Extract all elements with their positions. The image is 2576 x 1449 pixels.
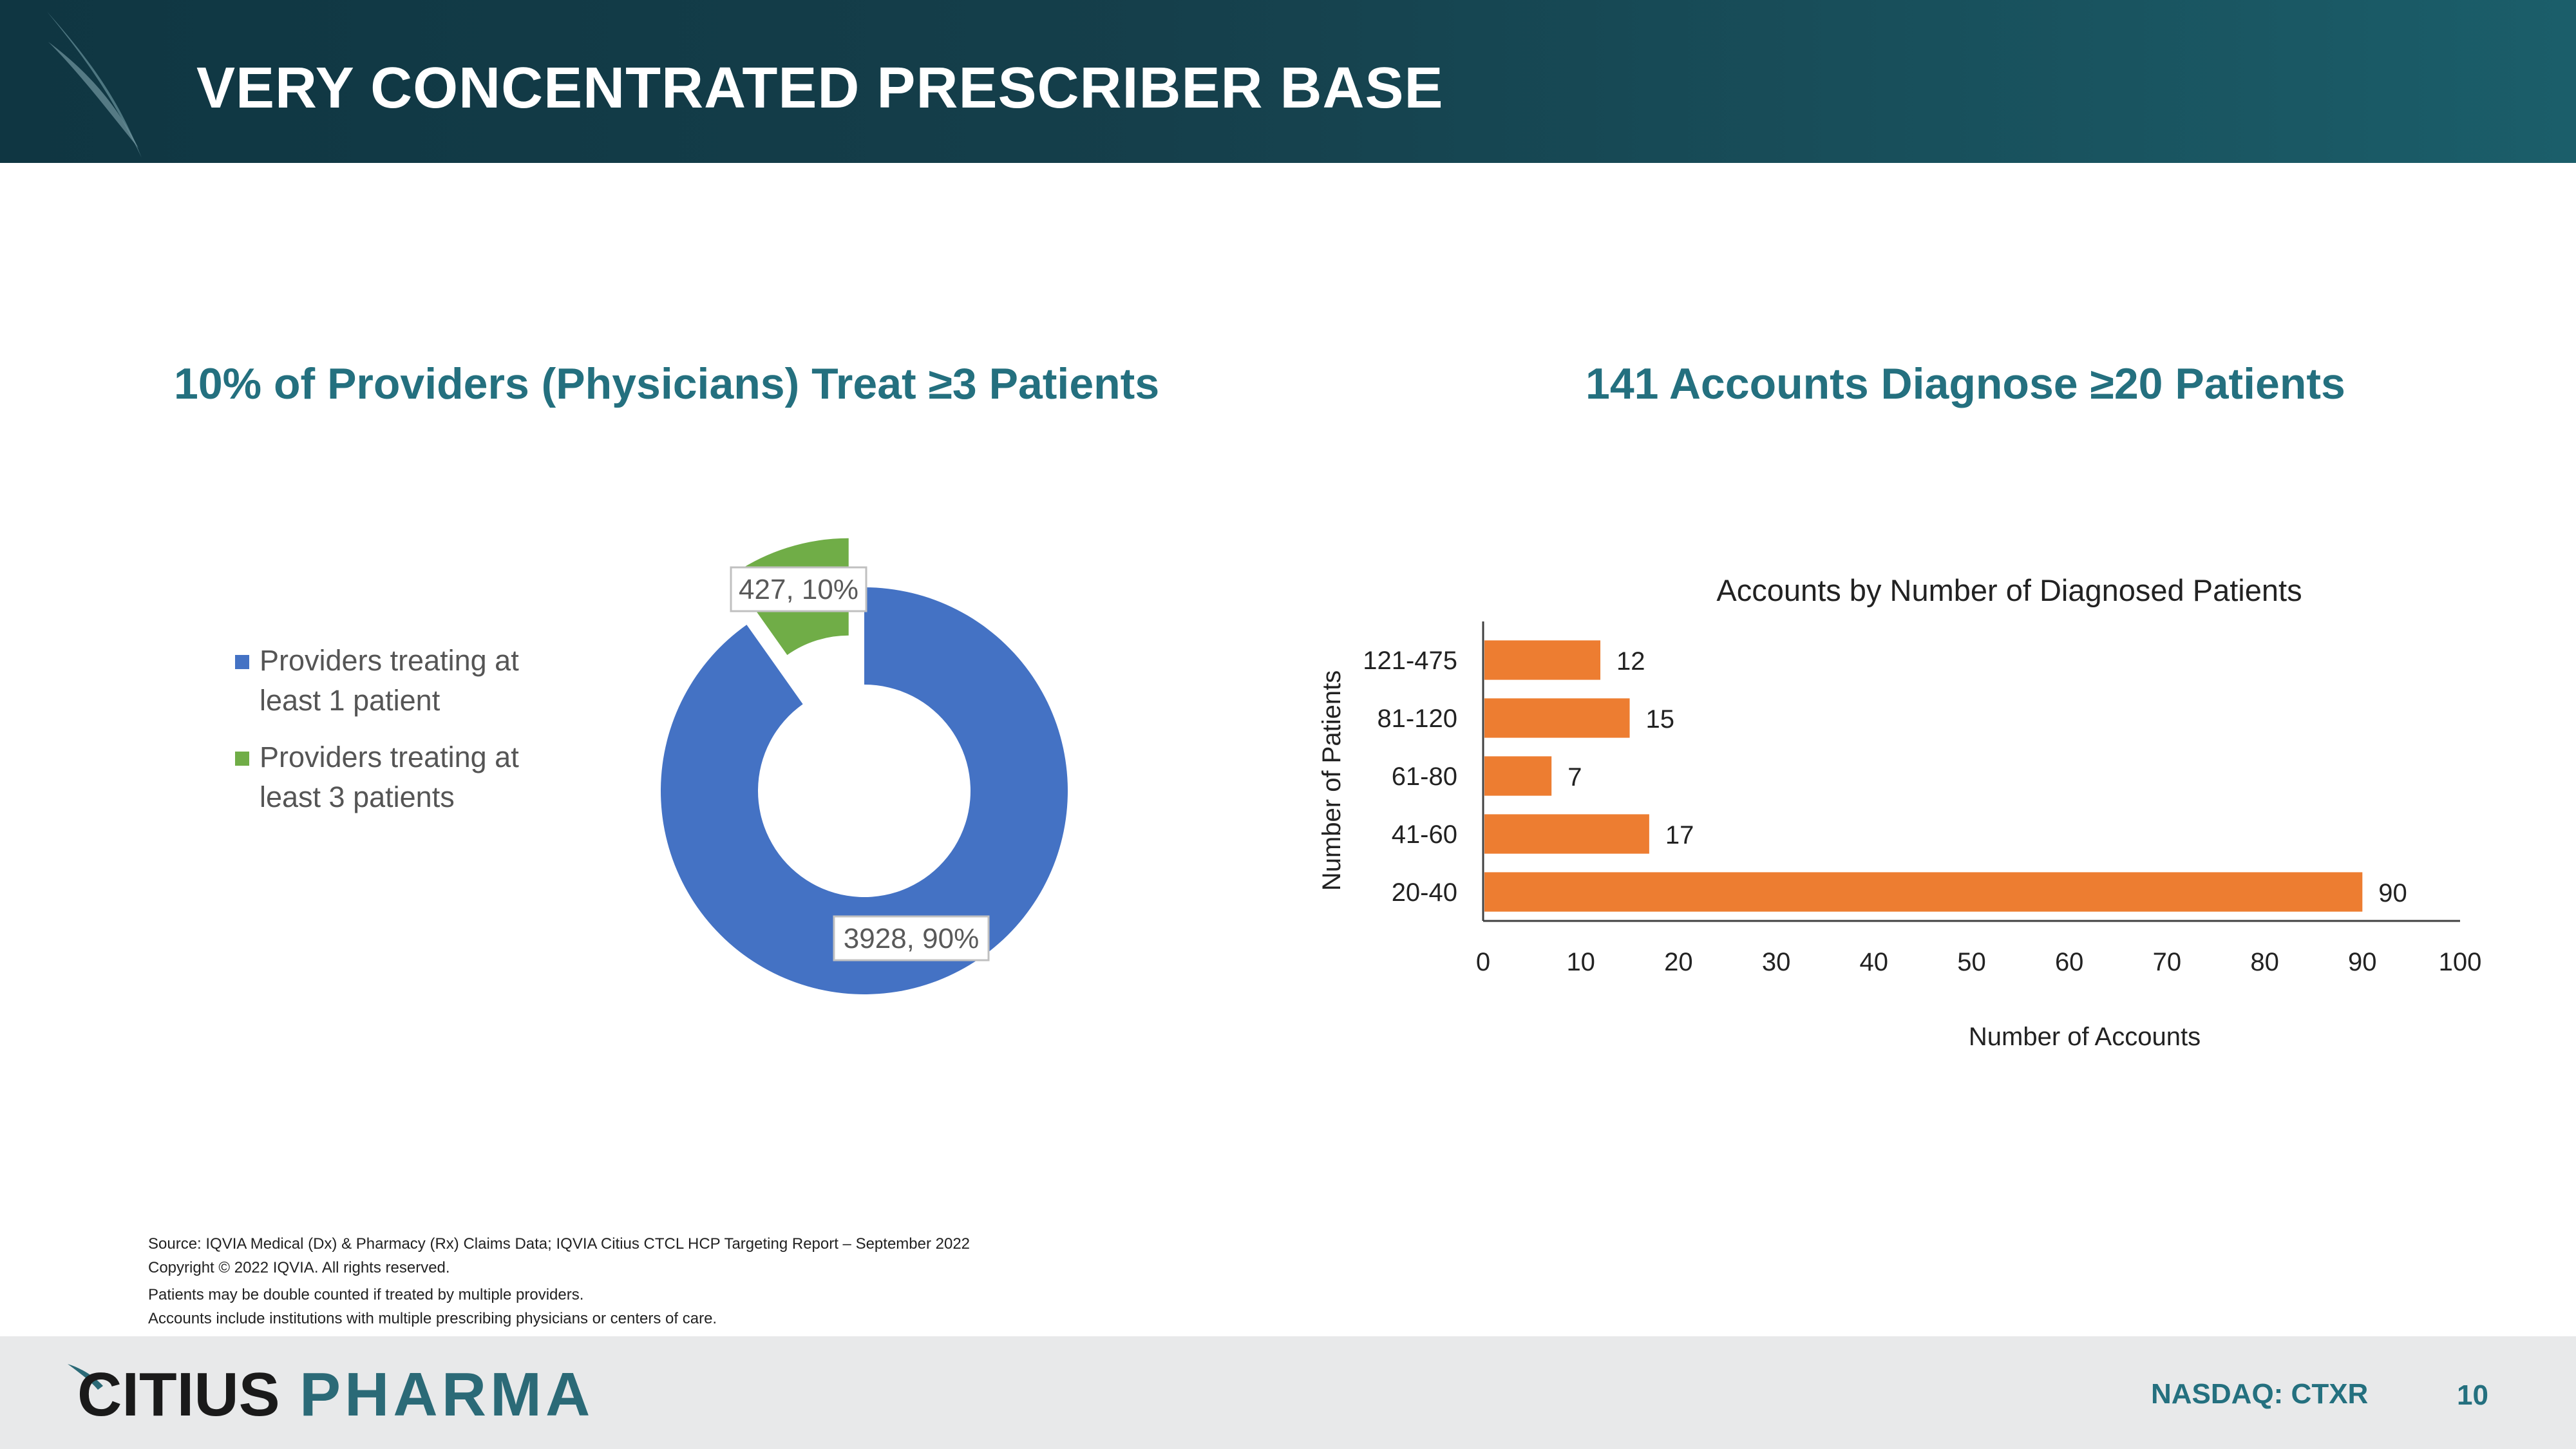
x-axis-title: Number of Accounts — [1969, 1023, 2201, 1051]
legend-label: Providers treating at — [260, 644, 519, 677]
svg-text:3928, 90%: 3928, 90% — [844, 923, 979, 954]
donut-slice — [661, 587, 1068, 994]
x-tick-label: 0 — [1476, 948, 1490, 976]
right-chart-heading: 141 Accounts Diagnose ≥20 Patients — [1586, 359, 2345, 408]
bar-value-label: 15 — [1646, 705, 1675, 734]
bar-chart: Accounts by Number of Diagnosed Patients… — [1318, 573, 2482, 1051]
bar — [1484, 698, 1630, 738]
legend-swatch — [235, 752, 249, 766]
citius-pharma-logo: CITIUS PHARMA — [68, 1360, 594, 1429]
x-tick-label: 30 — [1762, 948, 1791, 976]
x-tick-label: 100 — [2439, 948, 2482, 976]
ticker-label: NASDAQ: CTXR — [2151, 1378, 2369, 1410]
x-tick-label: 50 — [1957, 948, 1986, 976]
y-tick-label: 61-80 — [1392, 762, 1457, 791]
x-tick-label: 70 — [2153, 948, 2182, 976]
footer-bar — [0, 1336, 2576, 1449]
copyright-line: Copyright © 2022 IQVIA. All rights reser… — [148, 1259, 450, 1276]
bar — [1484, 872, 2363, 912]
bar-value-label: 90 — [2378, 879, 2407, 907]
donut-data-label: 3928, 90% — [833, 915, 990, 961]
bar-value-label: 7 — [1567, 763, 1582, 791]
y-axis-title: Number of Patients — [1318, 670, 1346, 891]
note-line: Patients may be double counted if treate… — [148, 1286, 584, 1303]
legend-label: Providers treating at — [260, 741, 519, 773]
svg-text:427, 10%: 427, 10% — [739, 574, 858, 605]
donut-legend: Providers treating at least 1 patient Pr… — [235, 641, 556, 834]
source-line: Source: IQVIA Medical (Dx) & Pharmacy (R… — [148, 1235, 971, 1253]
x-tick-label: 10 — [1566, 948, 1595, 976]
bar — [1484, 756, 1552, 796]
legend-label: least 1 patient — [260, 684, 440, 717]
x-tick-label: 20 — [1664, 948, 1693, 976]
y-tick-label: 41-60 — [1392, 820, 1457, 849]
y-tick-label: 121-475 — [1363, 647, 1457, 675]
x-tick-label: 90 — [2348, 948, 2377, 976]
x-tick-label: 60 — [2055, 948, 2084, 976]
logo-swoosh-icon — [68, 1364, 103, 1390]
bar — [1484, 640, 1601, 680]
y-tick-label: 81-120 — [1377, 705, 1457, 733]
page-number: 10 — [2457, 1379, 2488, 1411]
bar-value-label: 12 — [1616, 647, 1645, 676]
bar-value-label: 17 — [1665, 821, 1694, 849]
legend-swatch — [235, 655, 249, 669]
legend-label: least 3 patients — [260, 781, 455, 813]
bar-chart-title: Accounts by Number of Diagnosed Patients — [1716, 573, 2302, 607]
legend-item: Providers treating at least 3 patients — [235, 737, 556, 817]
page-title: VERY CONCENTRATED PRESCRIBER BASE — [196, 56, 1444, 120]
leaf-logo-icon — [47, 12, 142, 158]
brand-pharma: PHARMA — [299, 1360, 594, 1429]
note-line: Accounts include institutions with multi… — [148, 1310, 717, 1327]
bar — [1484, 814, 1649, 854]
donut-data-label: 427, 10% — [730, 566, 867, 612]
header-bar: VERY CONCENTRATED PRESCRIBER BASE — [0, 0, 2576, 163]
x-tick-label: 80 — [2250, 948, 2279, 976]
x-tick-label: 40 — [1860, 948, 1889, 976]
brand-citius: CITIUS — [77, 1360, 280, 1429]
donut-chart: 427, 10% 3928, 90% — [661, 538, 1068, 994]
legend-item: Providers treating at least 1 patient — [235, 641, 556, 721]
source-notes: Source: IQVIA Medical (Dx) & Pharmacy (R… — [148, 1232, 970, 1331]
left-chart-heading: 10% of Providers (Physicians) Treat ≥3 P… — [174, 359, 1160, 408]
y-tick-label: 20-40 — [1392, 878, 1457, 907]
